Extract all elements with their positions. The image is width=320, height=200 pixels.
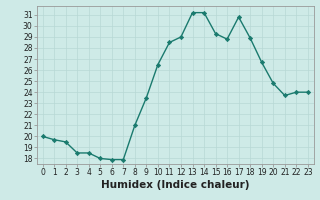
X-axis label: Humidex (Indice chaleur): Humidex (Indice chaleur) (101, 180, 250, 190)
